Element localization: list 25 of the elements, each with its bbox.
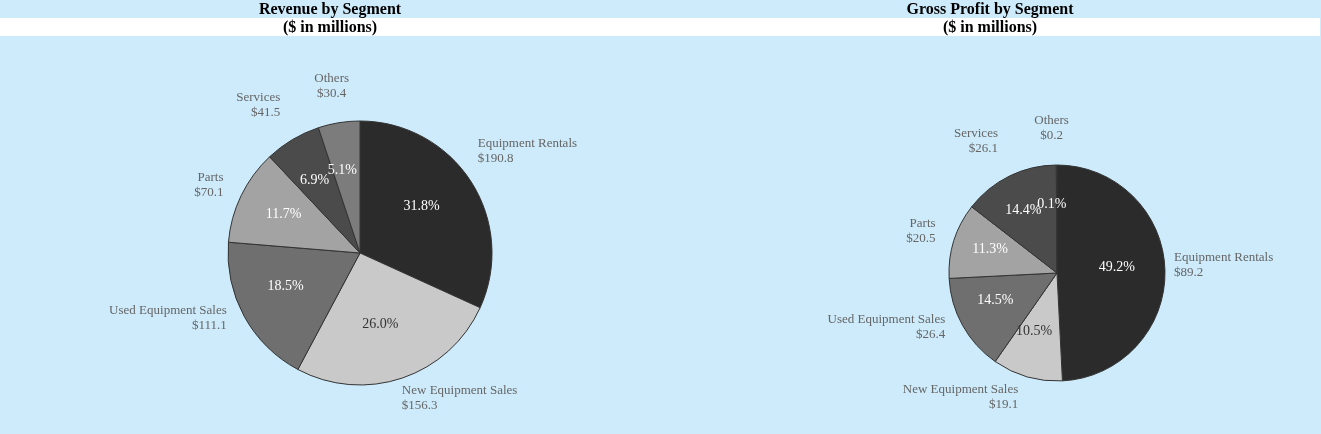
chart-subtitle: ($ in millions): [660, 18, 1320, 36]
slice-label: Used Equipment Sales $111.1: [109, 301, 227, 332]
chart-title: Revenue by Segment: [0, 0, 660, 18]
slice-label: New Equipment Sales $156.3: [401, 382, 518, 413]
data-label: 5.1%: [327, 162, 358, 178]
data-label: 26.0%: [362, 315, 399, 331]
data-label: 10.5%: [1016, 322, 1053, 338]
data-label: 49.2%: [1098, 258, 1136, 274]
chart-title: Gross Profit by Segment: [660, 0, 1320, 18]
data-label: 11.7%: [265, 206, 302, 222]
slice-label: Services $26.1: [953, 124, 998, 155]
chart-subtitle: ($ in millions): [0, 18, 660, 36]
slice-label: New Equipment Sales $19.1: [902, 381, 1019, 412]
slice-label: Used Equipment Sales $26.4: [827, 311, 946, 342]
data-label: 11.3%: [972, 241, 1009, 257]
data-label: 18.5%: [267, 278, 304, 294]
data-label: 31.8%: [403, 197, 441, 213]
slice-label: Equipment Rentals $190.8: [477, 135, 578, 165]
slice-label: Parts $70.1: [194, 168, 224, 199]
slice-label: Equipment Rentals $89.2: [1173, 248, 1274, 279]
data-label: 14.5%: [977, 291, 1014, 307]
slice-label: Others $30.4: [314, 69, 350, 100]
slice-label: Others $0.2: [1034, 112, 1069, 142]
slice-label: Parts $20.5: [906, 215, 936, 246]
slice-label: Services $41.5: [236, 88, 281, 119]
